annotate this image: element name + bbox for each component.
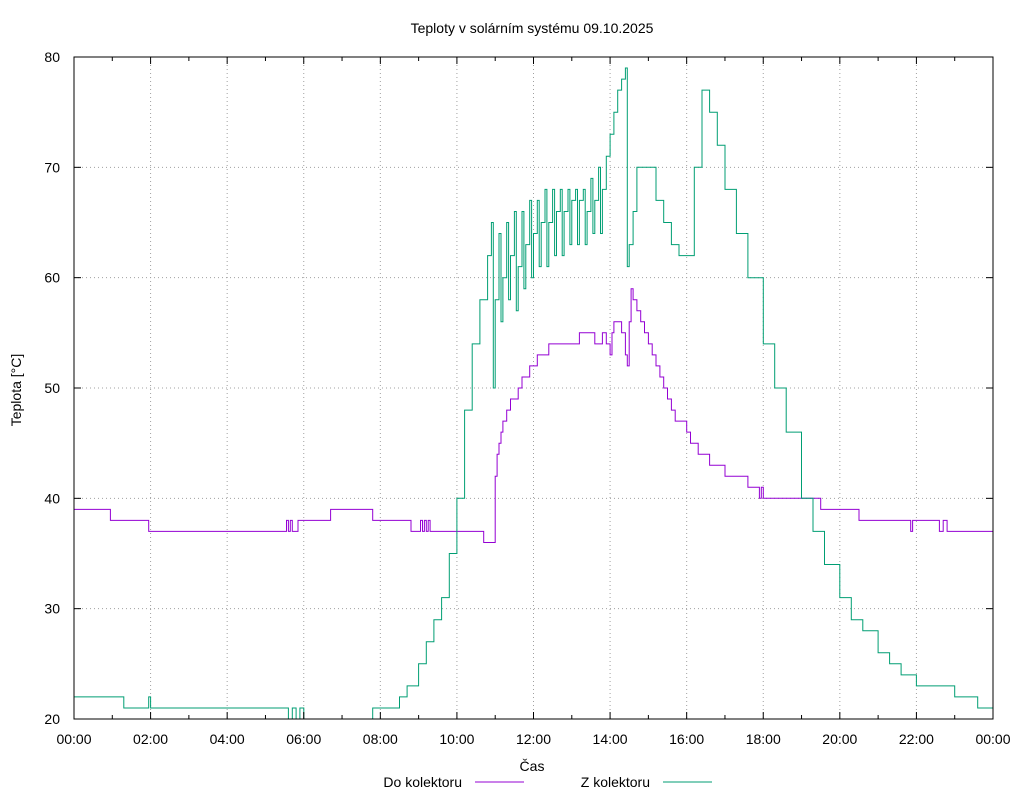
x-tick-label: 14:00 xyxy=(593,731,628,747)
x-tick-label: 22:00 xyxy=(899,731,934,747)
legend-label: Z kolektoru xyxy=(581,774,650,790)
x-tick-label: 02:00 xyxy=(133,731,168,747)
x-tick-label: 06:00 xyxy=(286,731,321,747)
axis-ticks: 00:00 02:00 04:00 06:00 08:00 10:00 12:00 14:00… xyxy=(44,49,1010,747)
x-tick-label: 12:00 xyxy=(516,731,551,747)
x-tick-label: 20:00 xyxy=(822,731,857,747)
y-tick-label: 70 xyxy=(44,159,60,175)
x-tick-label: 10:00 xyxy=(439,731,474,747)
series-group xyxy=(74,67,993,719)
y-tick-label: 40 xyxy=(44,490,60,506)
x-tick-label: 00:00 xyxy=(975,731,1010,747)
y-tick-label: 30 xyxy=(44,601,60,617)
y-tick-label: 80 xyxy=(44,49,60,65)
x-tick-label: 00:00 xyxy=(56,731,91,747)
x-tick-label: 16:00 xyxy=(669,731,704,747)
y-axis-label: Teplota [°C] xyxy=(8,354,24,427)
x-tick-label: 04:00 xyxy=(210,731,245,747)
x-axis-label: Čas xyxy=(520,758,545,774)
series-line-z-kolektoru xyxy=(74,67,993,719)
chart-title: Teploty v solárním systému 09.10.2025 xyxy=(411,20,654,36)
legend-label: Do kolektoru xyxy=(383,774,462,790)
y-tick-label: 60 xyxy=(44,270,60,286)
series-line-do-kolektoru xyxy=(74,288,993,543)
y-tick-label: 50 xyxy=(44,380,60,396)
x-tick-label: 18:00 xyxy=(746,731,781,747)
x-tick-label: 08:00 xyxy=(363,731,398,747)
y-tick-label: 20 xyxy=(44,711,60,727)
legend: Do kolektoru Z kolektoru xyxy=(383,774,712,790)
